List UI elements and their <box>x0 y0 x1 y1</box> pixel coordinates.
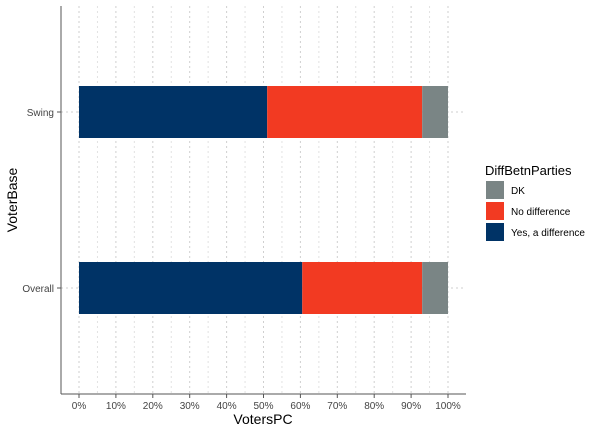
bar-swing-no-difference <box>267 86 423 138</box>
legend-entries: DK No difference Yes, a difference <box>486 181 585 241</box>
x-tick-label: 90% <box>401 401 421 412</box>
legend-swatch <box>486 202 504 220</box>
legend-label: Yes, a difference <box>511 228 585 239</box>
legend-label: DK <box>511 186 525 197</box>
legend-swatch <box>486 223 504 241</box>
y-tick-label: Swing <box>27 108 54 119</box>
x-tick-label: 60% <box>290 401 310 412</box>
bar-overall-no-difference <box>302 262 423 314</box>
x-ticks: 0% 10% 20% 30% 40% 50% 60% 70% 80% 90% 100% <box>72 394 461 412</box>
legend-swatch <box>486 181 504 199</box>
y-tick-label: Overall <box>22 284 54 295</box>
grid-lines <box>61 6 466 394</box>
y-axis-title: VoterBase <box>4 167 20 232</box>
x-tick-label: 100% <box>435 401 461 412</box>
y-ticks: Swing Overall <box>22 108 61 295</box>
x-tick-label: 20% <box>143 401 163 412</box>
x-tick-label: 70% <box>327 401 347 412</box>
x-tick-label: 40% <box>217 401 237 412</box>
bar-overall-dk <box>422 262 448 314</box>
bar-swing-dk <box>422 86 448 138</box>
legend: DiffBetnParties DK No difference Yes, a di… <box>485 163 585 241</box>
x-axis-title: VotersPC <box>233 411 292 427</box>
legend-label: No difference <box>511 207 571 218</box>
x-tick-label: 30% <box>180 401 200 412</box>
x-tick-label: 50% <box>253 401 273 412</box>
x-tick-label: 80% <box>364 401 384 412</box>
legend-title: DiffBetnParties <box>485 163 572 178</box>
x-tick-label: 10% <box>106 401 126 412</box>
x-tick-label: 0% <box>72 401 87 412</box>
bar-overall-yes-a-difference <box>79 262 303 314</box>
bars <box>79 86 448 314</box>
bar-swing-yes-a-difference <box>79 86 268 138</box>
